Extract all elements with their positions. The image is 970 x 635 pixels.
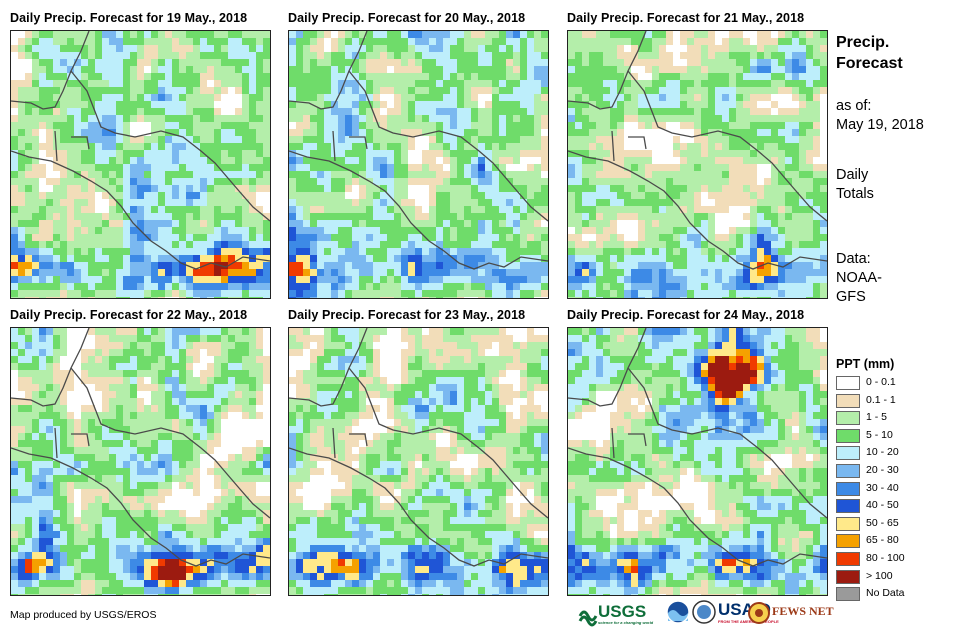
panel-title-1: Daily Precip. Forecast for 19 May., 2018 (10, 11, 248, 25)
totals-line2: Totals (836, 186, 874, 202)
legend-label: 80 - 100 (866, 552, 905, 564)
as-of-date: May 19, 2018 (836, 117, 924, 133)
legend-label: No Data (866, 587, 905, 600)
side-heading-line2: Forecast (836, 55, 903, 72)
side-heading: Precip. Forecast (836, 32, 903, 74)
panel-title-2: Daily Precip. Forecast for 20 May., 2018 (288, 11, 526, 25)
panel-title-3: Daily Precip. Forecast for 21 May., 2018 (567, 11, 805, 25)
legend-swatch (836, 534, 860, 549)
forecast-map-2 (288, 30, 549, 299)
forecast-map-6 (567, 327, 828, 596)
precip-field (11, 31, 270, 298)
legend-label: 10 - 20 (866, 446, 899, 459)
side-heading-line1: Precip. (836, 34, 890, 51)
panel-title-6: Daily Precip. Forecast for 24 May., 2018 (567, 308, 805, 322)
legend-label: 0 - 0.1 (866, 376, 896, 388)
legend-swatch (836, 552, 860, 566)
legend-swatch (836, 587, 860, 602)
noaa-logo-icon (666, 600, 690, 628)
legend-label: 1 - 5 (866, 411, 888, 424)
forecast-map-4 (10, 327, 271, 596)
precip-field (568, 31, 827, 298)
precip-field (289, 328, 548, 595)
legend-swatch (836, 428, 860, 443)
usaid-tagline: FROM THE AMERICAN PEOPLE (718, 619, 779, 624)
legend-label: 20 - 30 (866, 464, 899, 476)
fewsnet-emblem-icon (748, 602, 770, 624)
legend-label: > 100 (866, 569, 893, 582)
fewsnet-logo: FEWS NET (748, 600, 834, 628)
forecast-map-1 (10, 30, 271, 299)
as-of-block: as of: May 19, 2018 (836, 97, 924, 135)
precip-field (289, 31, 548, 298)
panel-title-4: Daily Precip. Forecast for 22 May., 2018 (10, 308, 248, 322)
forecast-map-5 (288, 327, 549, 596)
precip-field (568, 328, 827, 595)
usgs-logo: USGS science for a changing world (578, 600, 664, 628)
doi-seal-icon (692, 600, 716, 628)
legend-swatch (836, 446, 860, 461)
legend-swatch (836, 411, 860, 426)
legend-label: 30 - 40 (866, 481, 899, 494)
totals-line1: Daily (836, 167, 869, 183)
legend-swatch (836, 481, 860, 496)
data-source-line1: NOAA- (836, 270, 882, 286)
legend-swatch (836, 499, 860, 514)
usgs-tagline: science for a changing world (598, 620, 654, 625)
panel-title-5: Daily Precip. Forecast for 23 May., 2018 (288, 308, 526, 322)
data-source-line2: GFS (836, 289, 866, 305)
usgs-logo-text: USGS (598, 602, 647, 621)
legend-swatch (836, 569, 860, 584)
map-credit: Map produced by USGS/EROS (10, 609, 157, 621)
precip-field (11, 328, 270, 595)
legend-title: PPT (mm) (836, 357, 895, 371)
fewsnet-logo-text: FEWS NET (772, 604, 834, 618)
legend-label: 65 - 80 (866, 534, 899, 547)
legend-label: 50 - 65 (866, 516, 899, 529)
legend-swatch (836, 464, 860, 478)
data-source-block: Data: NOAA- GFS (836, 250, 882, 307)
as-of-label: as of: (836, 98, 872, 114)
totals-block: Daily Totals (836, 166, 874, 204)
legend-label: 5 - 10 (866, 428, 893, 441)
usgs-logo-mark-icon (578, 610, 598, 627)
forecast-map-3 (567, 30, 828, 299)
legend-swatch (836, 393, 860, 408)
legend-label: 40 - 50 (866, 499, 899, 512)
data-label: Data: (836, 251, 871, 267)
legend-label: 0.1 - 1 (866, 393, 896, 406)
legend-swatch (836, 516, 860, 531)
legend-swatch (836, 376, 860, 390)
